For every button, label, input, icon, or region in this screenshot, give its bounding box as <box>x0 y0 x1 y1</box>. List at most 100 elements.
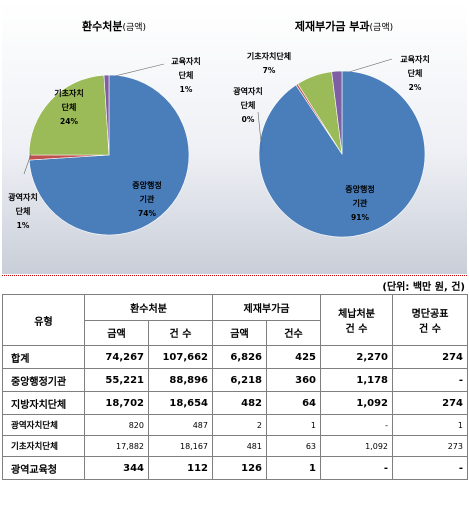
table-row: 중앙행정기관 55,221 88,896 6,218 360 1,178- <box>2 368 468 392</box>
slice-label-name: 중앙행정 <box>132 180 161 190</box>
table-cell: 112 <box>148 456 213 480</box>
table-cell: 6,218 <box>212 368 267 392</box>
table-cell: 55,221 <box>84 368 149 392</box>
chart-title-suffix: (금액) <box>370 21 394 33</box>
chart-title-main: 환수처분 <box>82 19 122 33</box>
table-subheader-row: 금액 건 수 금액 건수 <box>3 319 468 346</box>
table-cell: 274 <box>392 391 468 415</box>
separator <box>2 275 467 276</box>
table-header-row: 유형 환수처분 제재부가금 체납처분 건 수 명단공표 건 수 <box>2 294 468 346</box>
table-cell: 64 <box>266 391 321 415</box>
slice-label-name: 기초자치 <box>54 88 83 98</box>
table-row: 광역교육청 344 112 126 1- - <box>2 456 468 480</box>
table-cell: - <box>320 414 393 436</box>
table-cell: 6,826 <box>212 345 267 369</box>
table-cell: 274 <box>392 345 468 369</box>
table-cell: 344 <box>84 456 149 480</box>
table-cell: 425 <box>266 345 321 369</box>
slice-label-name2: 단체 <box>179 70 194 80</box>
header-refund-amount: 금액 <box>84 319 149 346</box>
header-public: 명단공표 건 수 <box>392 294 468 346</box>
table-cell: 18,654 <box>148 391 213 415</box>
slice-label-percent: 74% <box>138 209 156 218</box>
table-cell: 1 <box>266 456 321 480</box>
table-cell: 1 <box>266 414 321 436</box>
table-cell: 2 <box>212 414 267 436</box>
table-row: 지방자치단체 18,702 18,654 482 64 1,092 274 <box>2 391 468 415</box>
leader-line <box>348 58 393 73</box>
header-sanction-count: 건수 <box>266 319 321 346</box>
slice-label-name: 광역자치 <box>233 86 262 96</box>
slice-label-percent: 1% <box>17 221 30 230</box>
header-type: 유형 <box>2 294 85 346</box>
leader-line <box>23 153 32 175</box>
slice-label-percent: 0% <box>242 115 255 124</box>
slice-label-name2: 기관 <box>353 198 368 208</box>
table-cell: 74,267 <box>84 345 149 369</box>
table-cell: 1,178 <box>320 368 393 392</box>
header-public-title: 명단공표 <box>411 309 449 320</box>
table-cell: - <box>320 456 393 480</box>
pie-slice <box>28 74 110 156</box>
table-row: 광역자치단체 820 487 2 1-1 <box>2 414 468 436</box>
slice-label-name: 교육자치 <box>171 56 200 66</box>
table-cell: 88,896 <box>148 368 213 392</box>
table-cell: 126 <box>212 456 267 480</box>
header-refund-count: 건 수 <box>148 319 213 346</box>
table-cell: 487 <box>148 414 213 436</box>
slice-label-name: 중앙행정 <box>345 184 374 194</box>
pie-chart-1: 환수처분(금액)중앙행정기관74%교육자치단체1%기초자치단체24%광역자치단체… <box>8 19 201 236</box>
leader-line <box>257 111 263 153</box>
table-cell: 1,092 <box>320 391 393 415</box>
data-table: 유형 환수처분 제재부가금 체납처분 건 수 명단공표 건 수 금액 건 수 금… <box>2 294 468 480</box>
table-cell: 482 <box>212 391 267 415</box>
unit-note: (단위: 백만 원, 건) <box>382 282 465 293</box>
table-cell: 63 <box>266 435 321 457</box>
pie-charts: 환수처분(금액)중앙행정기관74%교육자치단체1%기초자치단체24%광역자치단체… <box>2 2 467 274</box>
chart-title-suffix: (금액) <box>122 21 146 33</box>
header-public-sub: 건 수 <box>419 324 441 335</box>
chart-title: 환수처분(금액) <box>82 19 146 33</box>
row-label: 기초자치단체 <box>2 435 85 457</box>
table-cell: - <box>392 368 468 392</box>
pie-slice <box>103 74 110 156</box>
row-label: 지방자치단체 <box>2 391 85 415</box>
header-sanction: 제재부가금 <box>212 294 321 321</box>
slice-label-name2: 단체 <box>241 100 256 110</box>
table-cell: 107,662 <box>148 345 213 369</box>
table-cell: 18,702 <box>84 391 149 415</box>
table-cell: 17,882 <box>84 435 149 457</box>
header-refund: 환수처분 <box>84 294 213 321</box>
slice-label-name: 교육자치 <box>400 54 429 64</box>
chart-title: 제재부가금 부과(금액) <box>295 19 393 33</box>
header-arrears-title: 체납처분 <box>338 309 375 320</box>
header-arrears-sub: 건 수 <box>345 324 368 335</box>
slice-label-percent: 24% <box>60 117 78 126</box>
chart-title-main: 제재부가금 부과 <box>295 19 370 33</box>
slice-label-name2: 단체 <box>16 206 31 216</box>
row-label: 중앙행정기관 <box>2 368 85 392</box>
slice-label-percent: 91% <box>351 213 369 222</box>
table-body: 합계 74,267 107,662 6,826 425 2,270 274 중앙행정기관 55,… <box>2 345 468 480</box>
row-label: 광역자치단체 <box>2 414 85 436</box>
pie-slice <box>331 70 343 155</box>
slice-label-name2: 기관 <box>140 194 155 204</box>
slice-label-name: 광역자치 <box>8 192 37 202</box>
slice-label-percent: 7% <box>263 66 276 75</box>
leader-line <box>114 63 165 77</box>
table-cell: 481 <box>212 435 267 457</box>
table-cell: - <box>392 456 468 480</box>
table-cell: 820 <box>84 414 149 436</box>
table-cell: 273 <box>392 435 468 457</box>
table-row: 합계 74,267 107,662 6,826 425 2,270 274 <box>2 345 468 369</box>
table-cell: 18,167 <box>148 435 213 457</box>
table-cell: 2,270 <box>320 345 393 369</box>
slice-label-name2: 단체 <box>62 102 77 112</box>
row-label: 합계 <box>2 345 85 369</box>
header-arrears: 체납처분 건 수 <box>320 294 393 346</box>
slice-label-percent: 2% <box>409 83 422 92</box>
row-label: 광역교육청 <box>2 456 85 480</box>
table-cell: 360 <box>266 368 321 392</box>
slice-label-name2: 단체 <box>408 68 423 78</box>
